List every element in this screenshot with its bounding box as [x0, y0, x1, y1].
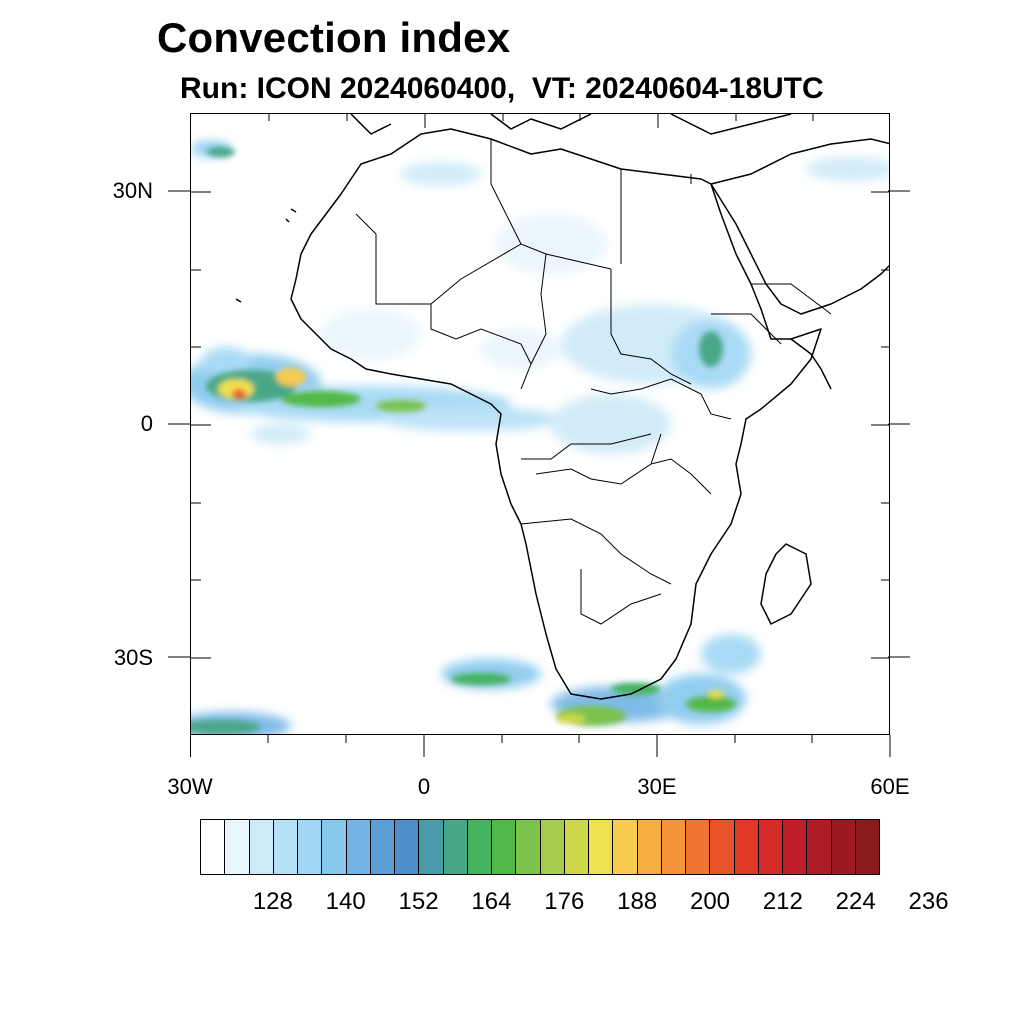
lon-label-30e: 30E: [637, 774, 677, 799]
colorbar-swatch: [346, 820, 371, 874]
colorbar-swatch: [734, 820, 759, 874]
colorbar-swatch: [783, 820, 808, 874]
colorbar-tick-label: 224: [835, 888, 876, 915]
right-ticks: [888, 190, 910, 658]
colorbar-swatch: [467, 820, 492, 874]
colorbar-swatch: [855, 820, 879, 874]
colorbar: [200, 819, 880, 875]
bottom-ticks: [190, 735, 891, 757]
lat-label-30n: 30N: [112, 178, 153, 203]
colorbar-swatch: [710, 820, 735, 874]
lon-label-30w: 30W: [167, 774, 213, 799]
colorbar-swatch: [540, 820, 565, 874]
lon-label-0: 0: [417, 774, 431, 799]
map-subtitle: Run: ICON 2024060400, VT: 20240604-18UTC: [180, 72, 824, 105]
colorbar-swatch: [492, 820, 517, 874]
convection-field: [191, 141, 889, 734]
colorbar-tick-label: 152: [398, 888, 439, 915]
colorbar-swatch: [249, 820, 274, 874]
colorbar-tick-label: 200: [689, 888, 731, 915]
map-frame: [190, 113, 890, 735]
colorbar-swatch: [564, 820, 589, 874]
colorbar-swatch: [807, 820, 832, 874]
colorbar-swatch: [686, 820, 711, 874]
colorbar-swatch: [613, 820, 638, 874]
colorbar-tick-label: 128: [252, 888, 293, 915]
lon-label-60e: 60E: [870, 774, 910, 799]
colorbar-tick-label: 140: [325, 888, 366, 915]
colorbar-tick-label: 236: [908, 888, 949, 915]
colorbar-tick-label: 212: [762, 888, 803, 915]
coastlines: [235, 114, 889, 700]
colorbar-swatch: [637, 820, 662, 874]
colorbar-swatch: [419, 820, 444, 874]
colorbar-swatch: [225, 820, 250, 874]
colorbar-swatch: [273, 820, 298, 874]
colorbar-swatch: [589, 820, 614, 874]
map-title: Convection index: [157, 14, 511, 61]
left-ticks: [168, 190, 190, 658]
colorbar-swatch: [758, 820, 783, 874]
colorbar-swatch: [831, 820, 856, 874]
colorbar-swatch: [443, 820, 468, 874]
frame-ticks: [191, 114, 889, 659]
lat-label-0: 0: [140, 411, 153, 436]
colorbar-tick-label: 164: [471, 888, 512, 915]
colorbar-tick-label: 176: [544, 888, 585, 915]
colorbar-swatch: [661, 820, 686, 874]
colorbar-swatch: [370, 820, 395, 874]
map-canvas: [191, 114, 889, 734]
country-borders: [355, 139, 832, 625]
colorbar-swatch: [201, 820, 226, 874]
colorbar-swatch: [322, 820, 347, 874]
colorbar-swatch: [395, 820, 420, 874]
colorbar-swatch: [298, 820, 323, 874]
lat-label-30s: 30S: [113, 645, 153, 670]
colorbar-tick-label: 188: [617, 888, 658, 915]
colorbar-swatch: [516, 820, 541, 874]
